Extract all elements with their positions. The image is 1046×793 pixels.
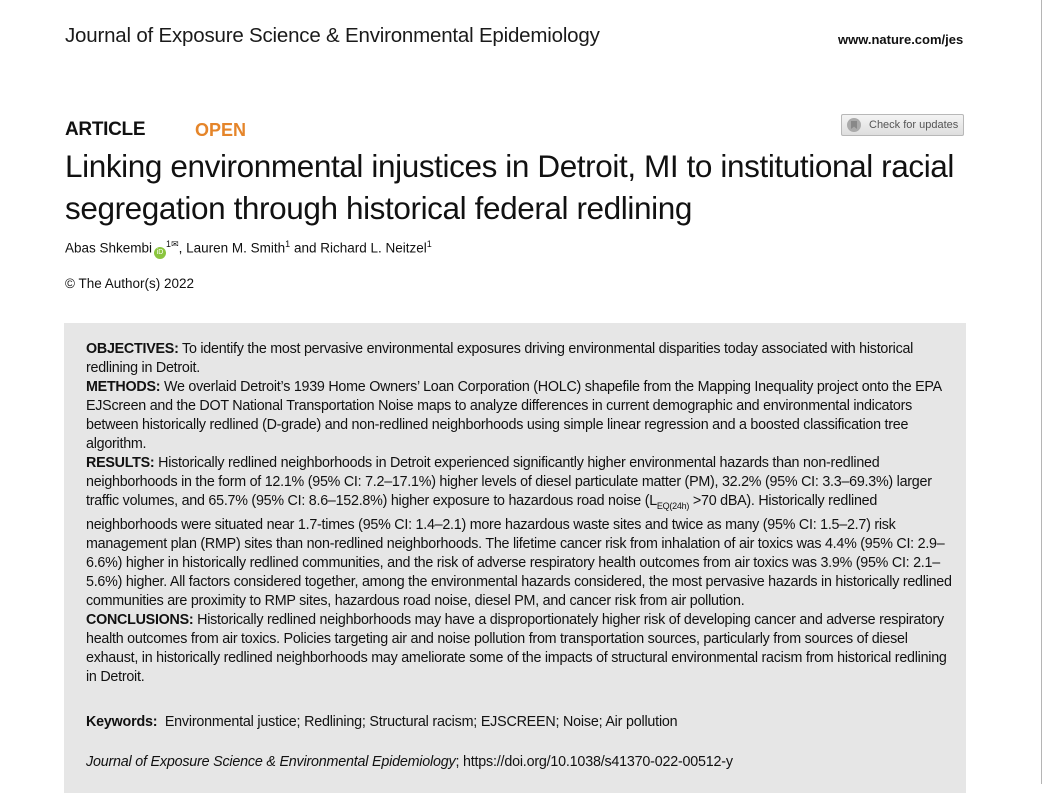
section-label: CONCLUSIONS: — [86, 611, 194, 628]
section-label: METHODS: — [86, 379, 161, 395]
separator: and — [290, 240, 321, 256]
check-for-updates-button[interactable]: Check for updates — [841, 114, 964, 136]
author-name[interactable]: Abas Shkembi — [65, 240, 153, 256]
copyright: © The Author(s) 2022 — [65, 276, 195, 291]
article-title: Linking environmental injustices in Detr… — [65, 148, 955, 226]
separator: , — [178, 240, 187, 256]
citation: Journal of Exposure Science & Environmen… — [86, 754, 733, 770]
section-label: OBJECTIVES: — [86, 341, 179, 357]
section-text: Historically redlined neighborhoods may … — [86, 611, 947, 685]
article-type: ARTICLE — [65, 119, 146, 140]
abstract: OBJECTIVES: To identify the most pervasi… — [86, 340, 954, 687]
page-edge — [1041, 0, 1042, 784]
affiliation-marker: 1 — [285, 239, 291, 249]
check-for-updates-label: Check for updates — [869, 119, 959, 131]
section-label: RESULTS: — [86, 455, 155, 471]
author-name[interactable]: Lauren M. Smith — [186, 240, 286, 256]
citation-journal: Journal of Exposure Science & Environmen… — [86, 754, 456, 770]
section-text: Historically redlined neighborhoods in D… — [86, 455, 932, 509]
citation-doi[interactable]: ; https://doi.org/10.1038/s41370-022-005… — [455, 754, 733, 770]
author-list: Abas Shkembi iD1✉, Lauren M. Smith1 and R… — [65, 239, 432, 259]
keywords-text: Environmental justice; Redlining; Struct… — [164, 714, 678, 730]
email-icon[interactable]: ✉ — [171, 239, 179, 249]
keywords-label: Keywords: — [86, 714, 158, 730]
abstract-box: OBJECTIVES: To identify the most pervasi… — [64, 323, 966, 793]
journal-website[interactable]: www.nature.com/jes — [838, 32, 964, 47]
orcid-icon[interactable]: iD — [154, 246, 167, 259]
abstract-results: RESULTS: Historically redlined neighborh… — [86, 454, 954, 611]
affiliation-marker: 1 — [426, 239, 432, 249]
section-text: To identify the most pervasive environme… — [86, 341, 914, 376]
open-access-label: OPEN — [195, 120, 247, 140]
subscript: EQ(24h) — [656, 500, 690, 511]
journal-name: Journal of Exposure Science & Environmen… — [65, 24, 600, 47]
author-name[interactable]: Richard L. Neitzel — [320, 240, 427, 256]
abstract-methods: METHODS: We overlaid Detroit’s 1939 Home… — [86, 378, 954, 454]
section-text: >70 dBA). Historically redlined neighbor… — [86, 493, 952, 609]
section-text: We overlaid Detroit’s 1939 Home Owners’ … — [86, 379, 942, 452]
bookmark-icon — [847, 118, 861, 132]
abstract-objectives: OBJECTIVES: To identify the most pervasi… — [86, 340, 954, 378]
keywords: Keywords: Environmental justice; Redlini… — [86, 714, 678, 730]
abstract-conclusions: CONCLUSIONS: Historically redlined neigh… — [86, 611, 954, 687]
affiliation-marker: 1 — [166, 239, 172, 249]
